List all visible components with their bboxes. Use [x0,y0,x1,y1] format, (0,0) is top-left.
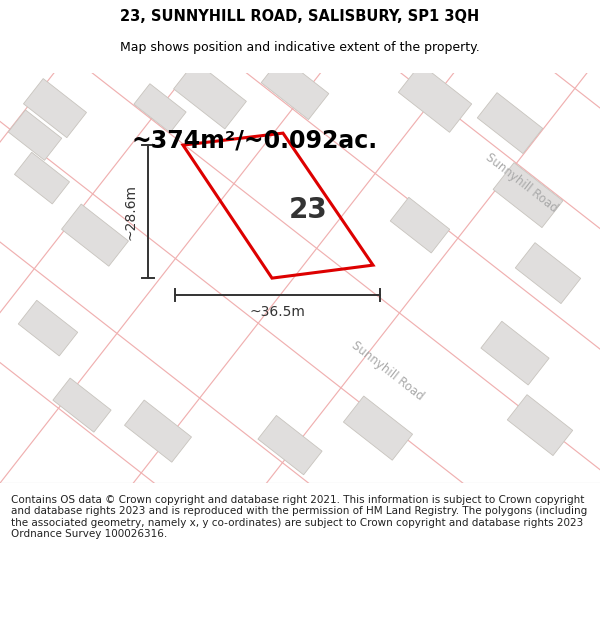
Polygon shape [477,92,543,154]
Text: ~28.6m: ~28.6m [124,184,138,239]
Polygon shape [343,396,413,460]
Polygon shape [8,110,62,161]
Polygon shape [398,64,472,132]
Polygon shape [53,378,111,432]
Polygon shape [261,57,329,119]
Polygon shape [134,84,186,132]
Polygon shape [481,321,549,385]
Polygon shape [62,204,128,266]
Text: Sunnyhill Road: Sunnyhill Road [349,339,427,403]
Polygon shape [18,300,78,356]
Text: Sunnyhill Road: Sunnyhill Road [484,151,560,215]
Polygon shape [515,242,581,304]
Text: Contains OS data © Crown copyright and database right 2021. This information is : Contains OS data © Crown copyright and d… [11,494,587,539]
Polygon shape [507,394,573,456]
Polygon shape [125,400,191,462]
Polygon shape [173,61,247,129]
Polygon shape [14,152,70,204]
Polygon shape [23,79,86,138]
Text: ~374m²/~0.092ac.: ~374m²/~0.092ac. [132,128,378,152]
Polygon shape [258,416,322,475]
Text: ~36.5m: ~36.5m [250,305,305,319]
Polygon shape [390,198,450,253]
Text: 23, SUNNYHILL ROAD, SALISBURY, SP1 3QH: 23, SUNNYHILL ROAD, SALISBURY, SP1 3QH [121,9,479,24]
Polygon shape [493,162,563,228]
Text: Map shows position and indicative extent of the property.: Map shows position and indicative extent… [120,41,480,54]
Text: 23: 23 [289,196,327,224]
